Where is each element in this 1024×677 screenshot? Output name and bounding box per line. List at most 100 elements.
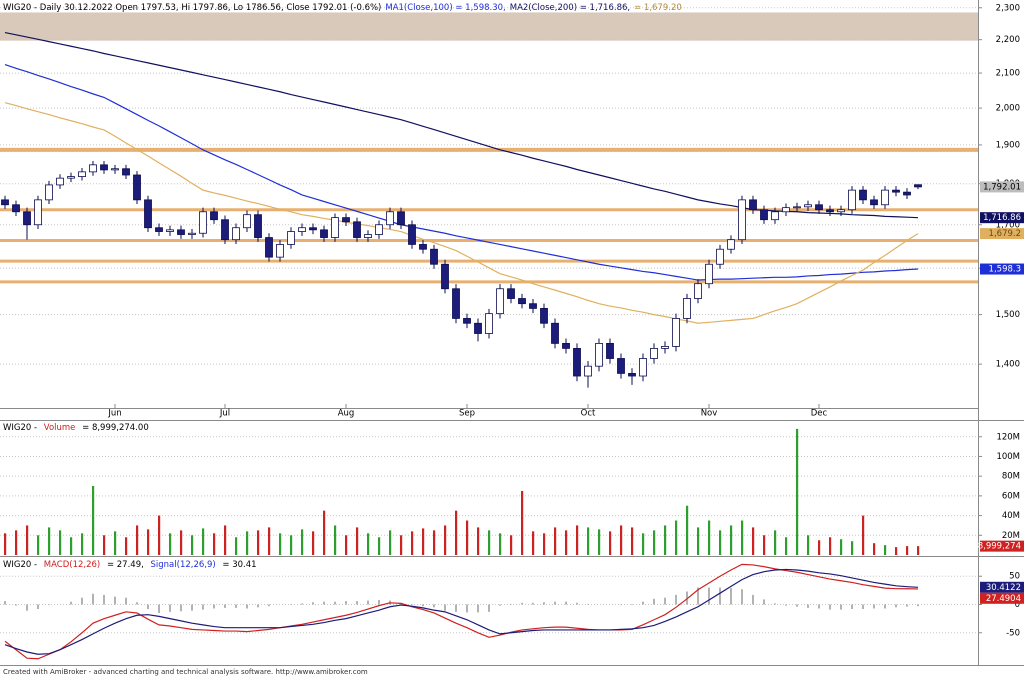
histogram-bar bbox=[378, 599, 380, 605]
histogram-bar bbox=[312, 602, 314, 605]
volume-bar bbox=[609, 531, 612, 555]
histogram-bar bbox=[455, 604, 457, 612]
histogram-bar bbox=[642, 601, 644, 605]
volume-bar bbox=[653, 530, 656, 555]
candle-body bbox=[188, 232, 196, 235]
histogram-bar bbox=[521, 602, 523, 605]
last-value-box bbox=[980, 592, 1024, 604]
volume-bar bbox=[763, 535, 766, 555]
title-part: WIG20 - bbox=[3, 423, 40, 433]
volume-bar bbox=[268, 527, 271, 555]
candle-body bbox=[496, 288, 504, 315]
histogram-bar bbox=[631, 604, 633, 606]
histogram-bar bbox=[136, 602, 138, 605]
candle-body bbox=[573, 348, 581, 377]
candle-body bbox=[100, 164, 108, 171]
x-tick-label: Jun bbox=[107, 409, 121, 419]
candle-body bbox=[287, 231, 295, 245]
candle-body bbox=[859, 189, 867, 201]
histogram-bar bbox=[48, 604, 50, 606]
candle-body bbox=[210, 211, 218, 221]
candle-body bbox=[727, 239, 735, 250]
candle-body bbox=[540, 308, 548, 324]
volume-bar bbox=[719, 530, 722, 555]
title-part: MA2(Close,200) = 1,716.86, bbox=[510, 3, 630, 13]
last-value-box bbox=[980, 212, 1024, 224]
title-part: = 1,679.20 bbox=[634, 3, 682, 13]
candle-body bbox=[265, 237, 273, 258]
x-tick-label: Dec bbox=[811, 409, 828, 419]
volume-bar bbox=[884, 545, 887, 555]
volume-bar bbox=[642, 533, 645, 555]
candle-body bbox=[749, 199, 757, 211]
volume-bar bbox=[851, 541, 854, 555]
volume-bar bbox=[59, 530, 62, 555]
histogram-bar bbox=[785, 604, 787, 606]
volume-bar bbox=[873, 543, 876, 555]
last-value-box bbox=[980, 181, 1024, 193]
title-part: = 30.41 bbox=[220, 560, 257, 570]
volume-bar bbox=[741, 520, 744, 555]
candle-body bbox=[881, 189, 889, 206]
histogram-bar bbox=[224, 604, 226, 608]
volume-bar bbox=[356, 527, 359, 555]
candle-body bbox=[463, 318, 471, 324]
x-tick-label: Oct bbox=[581, 409, 596, 419]
histogram-bar bbox=[169, 604, 171, 612]
volume-bar bbox=[455, 510, 458, 555]
volume-bar bbox=[752, 527, 755, 555]
candle-body bbox=[122, 168, 130, 176]
histogram-bar bbox=[532, 602, 534, 605]
histogram-bar bbox=[576, 602, 578, 605]
histogram-bar bbox=[323, 601, 325, 605]
histogram-bar bbox=[741, 589, 743, 605]
candle-body bbox=[452, 288, 460, 319]
candle-body bbox=[111, 168, 119, 171]
histogram-bar bbox=[565, 601, 567, 605]
candle-body bbox=[397, 211, 405, 226]
y-tick-label: -50 bbox=[1006, 628, 1020, 638]
volume-bar bbox=[631, 527, 634, 555]
candle-body bbox=[507, 288, 515, 299]
histogram-bar bbox=[477, 604, 479, 613]
last-value-box bbox=[980, 540, 1024, 552]
histogram-bar bbox=[719, 587, 721, 605]
histogram-bar bbox=[818, 604, 820, 609]
title-part: WIG20 - Daily 30.12.2022 Open 1797.53, H… bbox=[3, 3, 381, 13]
title-part: MACD(12,26) bbox=[44, 560, 100, 570]
candle-body bbox=[232, 227, 240, 241]
y-tick-label: 0 bbox=[1015, 600, 1020, 610]
volume-bar bbox=[224, 525, 227, 555]
y-tick-label: 2,100 bbox=[996, 69, 1020, 79]
candle-body bbox=[694, 283, 702, 299]
volume-bar bbox=[554, 527, 557, 555]
x-tick-label: Sep bbox=[459, 409, 475, 419]
candle-body bbox=[78, 171, 86, 177]
histogram-bar bbox=[884, 604, 886, 609]
histogram-bar bbox=[895, 604, 897, 608]
volume-bar bbox=[543, 533, 546, 555]
histogram-bar bbox=[763, 599, 765, 605]
title-part: = 27.49, bbox=[104, 560, 146, 570]
candle-body bbox=[793, 206, 801, 209]
last-value-label: 27.4904 bbox=[986, 594, 1021, 604]
histogram-bar bbox=[499, 604, 501, 606]
candle-body bbox=[375, 224, 383, 235]
histogram-bar bbox=[829, 604, 831, 610]
volume-bar bbox=[4, 533, 7, 555]
histogram-bar bbox=[70, 601, 72, 605]
volume-bar bbox=[169, 533, 172, 555]
candle-body bbox=[628, 373, 636, 377]
candle-body bbox=[331, 217, 339, 238]
candle-body bbox=[419, 244, 427, 250]
candle-body bbox=[45, 184, 53, 201]
volume-bar bbox=[422, 528, 425, 555]
candle-body bbox=[353, 221, 361, 238]
volume-bar bbox=[37, 535, 40, 555]
volume-bar bbox=[257, 530, 260, 555]
histogram-bar bbox=[147, 604, 149, 610]
volume-bar bbox=[389, 530, 392, 555]
candle-body bbox=[661, 346, 669, 349]
histogram-bar bbox=[466, 604, 468, 613]
